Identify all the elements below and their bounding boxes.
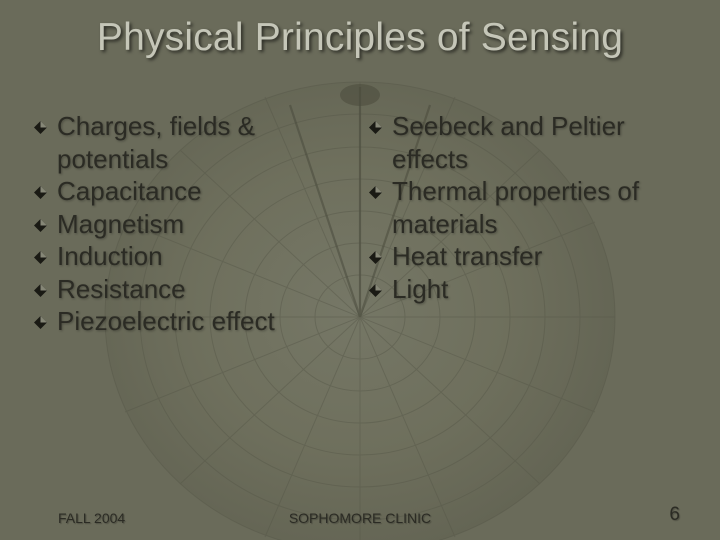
- bullet-item: Piezoelectric effect: [34, 305, 351, 338]
- bullet-label: Seebeck and Peltier effects: [392, 110, 686, 175]
- bullet-label: Heat transfer: [392, 240, 542, 273]
- bullet-item: Charges, fields & potentials: [34, 110, 351, 175]
- bullet-label: Resistance: [57, 273, 186, 306]
- left-column: Charges, fields & potentials Capacitance…: [34, 110, 351, 338]
- bullet-label: Capacitance: [57, 175, 202, 208]
- bullet-item: Capacitance: [34, 175, 351, 208]
- bullet-item: Resistance: [34, 273, 351, 306]
- bullet-label: Induction: [57, 240, 163, 273]
- diamond-bullet-icon: [34, 186, 47, 199]
- diamond-bullet-icon: [369, 251, 382, 264]
- slide-title: Physical Principles of Sensing: [0, 0, 720, 60]
- slide-body: Charges, fields & potentials Capacitance…: [0, 60, 720, 338]
- bullet-item: Seebeck and Peltier effects: [369, 110, 686, 175]
- footer-left: FALL 2004: [58, 510, 125, 526]
- diamond-bullet-icon: [34, 219, 47, 232]
- bullet-item: Heat transfer: [369, 240, 686, 273]
- bullet-item: Magnetism: [34, 208, 351, 241]
- bullet-label: Light: [392, 273, 448, 306]
- bullet-item: Thermal properties of materials: [369, 175, 686, 240]
- diamond-bullet-icon: [34, 121, 47, 134]
- bullet-label: Piezoelectric effect: [57, 305, 275, 338]
- diamond-bullet-icon: [34, 284, 47, 297]
- diamond-bullet-icon: [369, 186, 382, 199]
- diamond-bullet-icon: [369, 284, 382, 297]
- bullet-item: Light: [369, 273, 686, 306]
- right-column: Seebeck and Peltier effects Thermal prop…: [369, 110, 686, 338]
- page-number: 6: [669, 504, 680, 526]
- bullet-label: Magnetism: [57, 208, 184, 241]
- bullet-label: Charges, fields & potentials: [57, 110, 351, 175]
- bullet-label: Thermal properties of materials: [392, 175, 686, 240]
- diamond-bullet-icon: [34, 251, 47, 264]
- diamond-bullet-icon: [369, 121, 382, 134]
- diamond-bullet-icon: [34, 316, 47, 329]
- slide: Physical Principles of Sensing Charges, …: [0, 0, 720, 540]
- bullet-item: Induction: [34, 240, 351, 273]
- footer-center: SOPHOMORE CLINIC: [289, 510, 431, 526]
